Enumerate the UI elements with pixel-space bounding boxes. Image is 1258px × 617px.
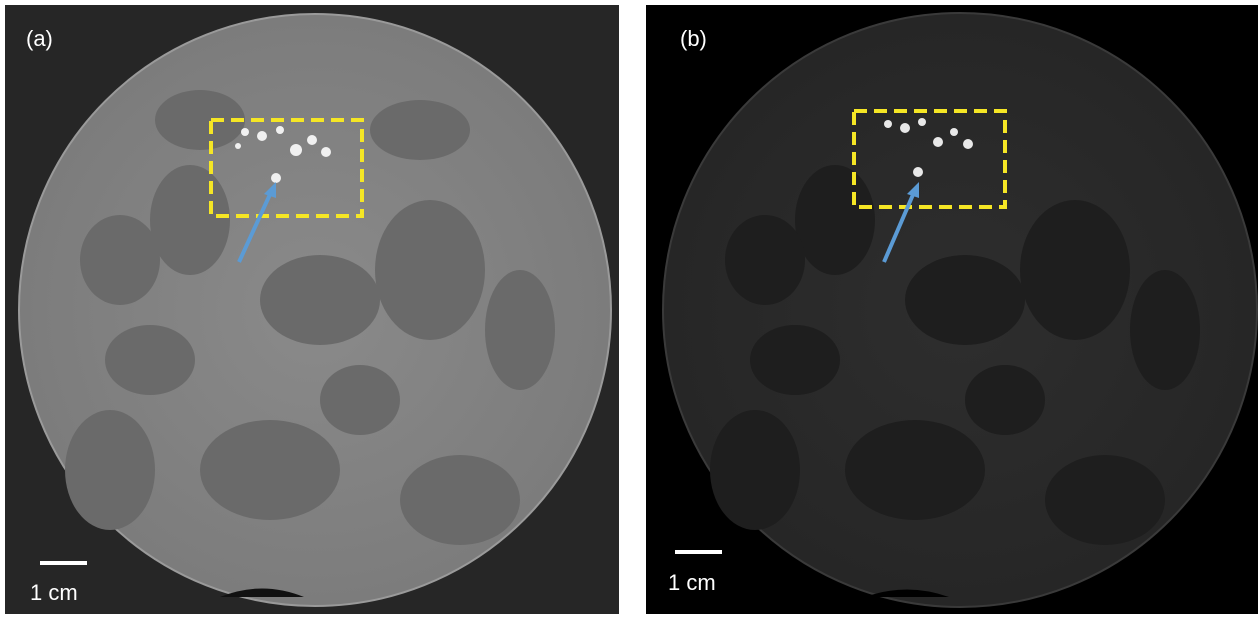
figure: (a) 1 cm (b) 1 cm [0, 0, 1258, 617]
panel-a: (a) 1 cm [5, 5, 619, 614]
scale-label: 1 cm [30, 580, 78, 605]
panel-label: (b) [680, 26, 707, 51]
panel-label: (a) [26, 26, 53, 51]
scale-label: 1 cm [668, 570, 716, 595]
panel-b: (b) 1 cm [646, 5, 1258, 614]
